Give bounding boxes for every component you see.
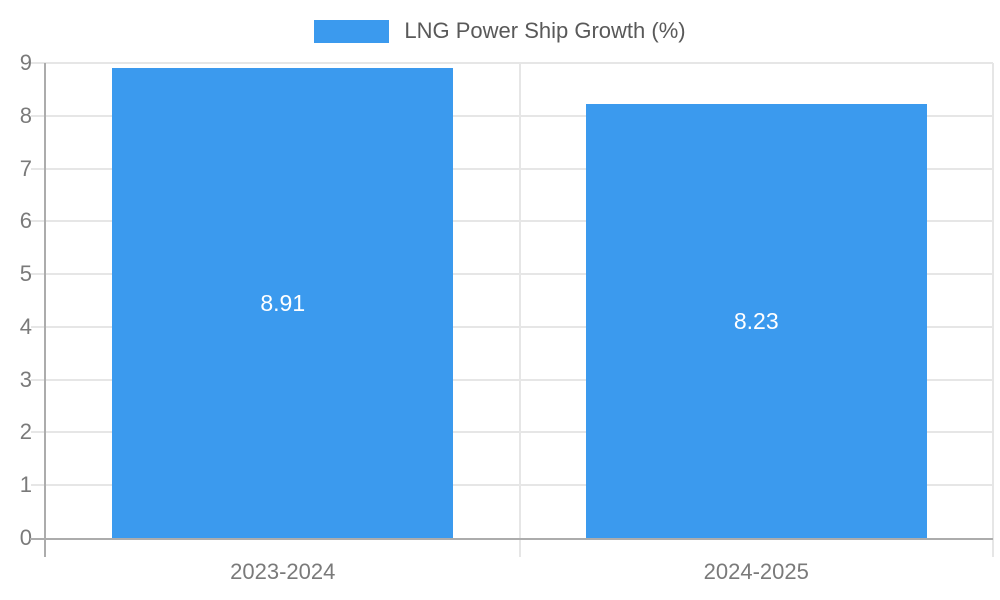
y-tick-label: 0 <box>19 525 32 550</box>
y-tick-label: 1 <box>19 472 32 498</box>
y-tick <box>31 167 46 170</box>
x-tick <box>518 538 521 557</box>
bar[interactable] <box>585 103 927 538</box>
y-tick-label: 8 <box>19 102 32 128</box>
x-gridline <box>518 63 521 538</box>
y-tick <box>31 220 46 223</box>
y-tick-label: 4 <box>19 313 32 339</box>
legend-label: LNG Power Ship Growth (%) <box>404 18 686 43</box>
y-tick-label: 5 <box>19 261 32 287</box>
y-axis-line <box>44 63 46 557</box>
y-tick-label: 9 <box>19 50 32 75</box>
y-tick <box>31 378 46 381</box>
y-tick <box>31 273 46 276</box>
x-axis-line <box>30 538 993 540</box>
bar-value-label: 8.23 <box>733 307 779 334</box>
x-tick-label: 2024-2025 <box>703 559 809 584</box>
x-tick <box>992 538 994 557</box>
y-tick-label: 7 <box>19 155 32 181</box>
y-tick <box>31 325 46 328</box>
legend-swatch <box>314 19 390 43</box>
y-tick <box>31 114 46 117</box>
y-tick-label: 2 <box>19 419 32 445</box>
x-tick-label: 2023-2024 <box>230 559 336 584</box>
y-tick <box>31 431 46 434</box>
y-tick <box>31 484 46 487</box>
bar-value-label: 8.91 <box>260 289 306 316</box>
y-tick-label: 3 <box>19 366 32 392</box>
bar[interactable] <box>112 67 454 538</box>
y-tick <box>31 62 46 64</box>
y-tick-label: 6 <box>19 208 32 234</box>
x-gridline <box>992 63 994 538</box>
legend-item[interactable]: LNG Power Ship Growth (%) <box>0 18 1000 44</box>
